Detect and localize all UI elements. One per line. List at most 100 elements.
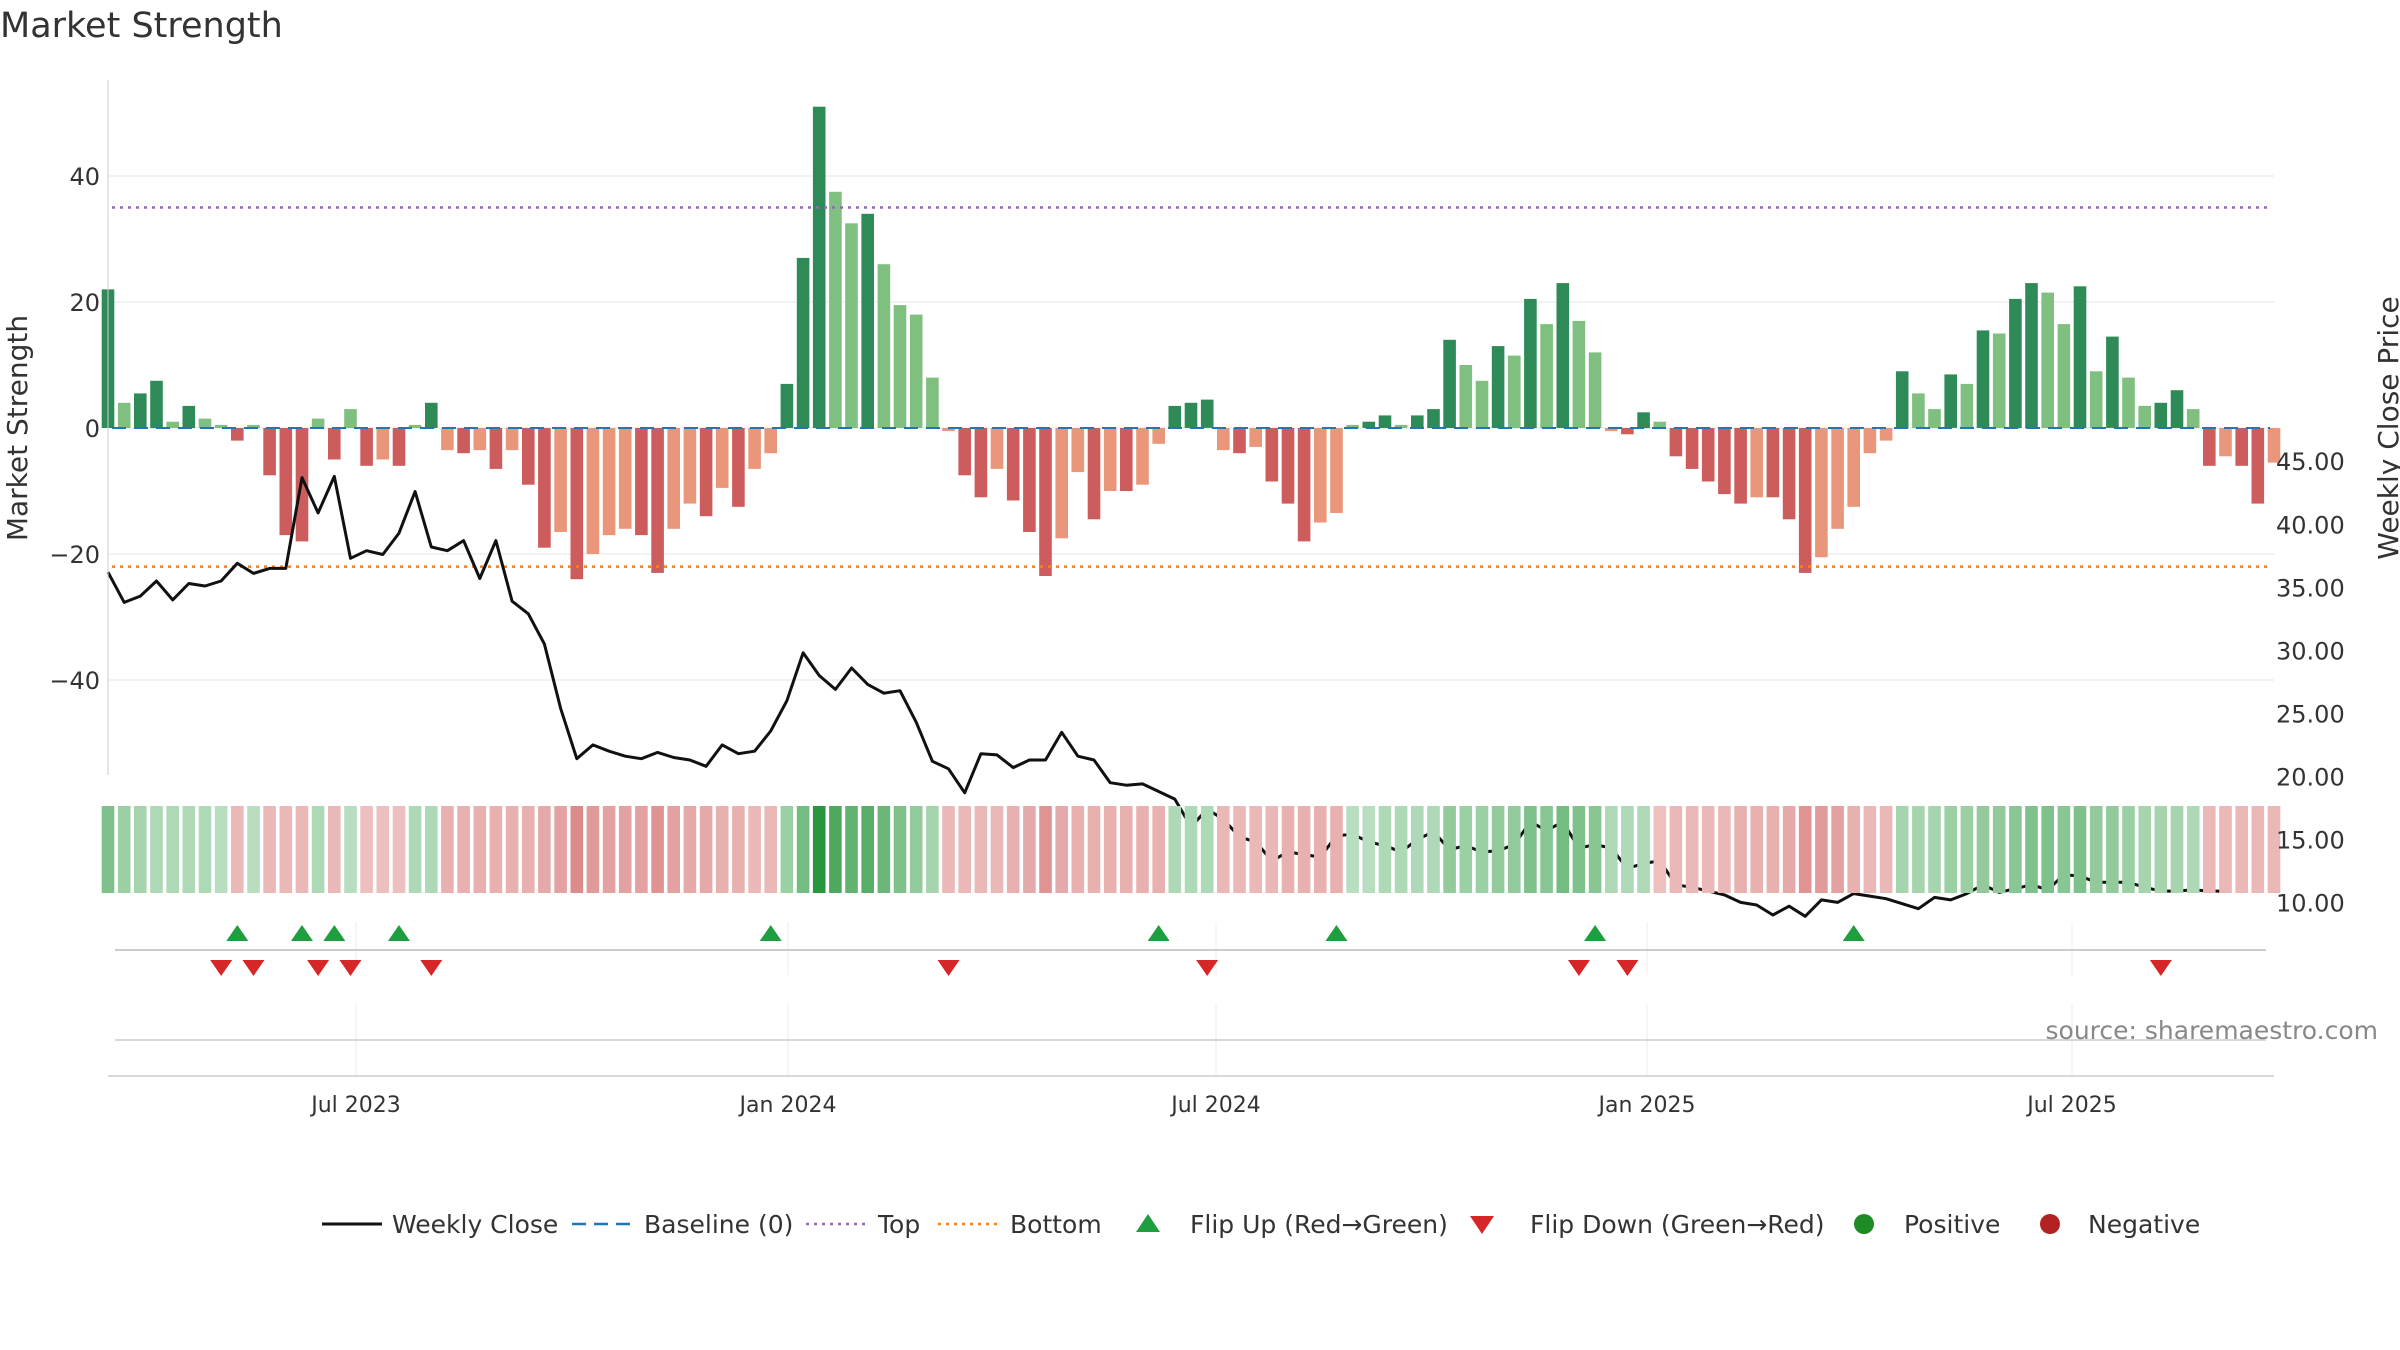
heat-cell	[344, 806, 357, 893]
flip-up-marker	[323, 925, 346, 941]
strength-bar	[441, 428, 454, 451]
strength-bar	[1879, 428, 1893, 441]
strength-bar	[2138, 405, 2151, 428]
heat-cell	[1879, 806, 1893, 893]
legend-label: Negative	[2088, 1210, 2200, 1239]
legend-label: Top	[877, 1210, 920, 1239]
heat-cell	[1750, 806, 1763, 893]
strength-bar	[1281, 428, 1295, 504]
y-axis-label: Market Strength	[1, 315, 34, 541]
heat-cell	[263, 806, 276, 893]
strength-bar	[1023, 428, 1036, 532]
heat-cell	[1152, 806, 1165, 893]
legend-swatch-flip-down	[1470, 1216, 1494, 1234]
strength-bar	[2170, 390, 2184, 428]
y2-tick-label: 35.00	[2276, 574, 2345, 602]
heat-cell	[1863, 806, 1877, 893]
heat-cell	[1508, 806, 1521, 893]
heat-cell	[101, 806, 115, 893]
flip-up-marker	[290, 925, 313, 941]
heat-cell	[295, 806, 309, 893]
reference-lines	[112, 206, 2270, 568]
heat-cell	[1233, 806, 1246, 893]
flip-down-marker	[420, 960, 443, 976]
heat-cell	[2073, 806, 2087, 893]
heat-cell	[489, 806, 503, 893]
strength-bar	[182, 405, 196, 428]
strength-bar	[1103, 428, 1117, 491]
heat-cell	[2122, 806, 2135, 893]
strength-bar	[1605, 428, 1618, 432]
heat-cell	[764, 806, 777, 893]
x-tick-label: Jul 2023	[309, 1093, 401, 1118]
heat-cell	[2170, 806, 2184, 893]
heat-cell	[2203, 806, 2216, 893]
strength-bar	[505, 428, 519, 451]
heat-cell	[683, 806, 697, 893]
heat-cell	[1346, 806, 1359, 893]
strength-bar	[1394, 424, 1408, 428]
heat-cell	[522, 806, 535, 893]
heat-cell	[505, 806, 519, 893]
heat-cell	[845, 806, 858, 893]
heat-cell	[441, 806, 454, 893]
heat-cell	[2235, 806, 2248, 893]
source-note: source: sharemaestro.com	[2046, 1016, 2379, 1045]
strength-bar	[1701, 428, 1715, 482]
strength-bar	[1928, 409, 1941, 428]
strength-bar	[263, 428, 276, 476]
heat-cell	[538, 806, 551, 893]
strength-bar	[1815, 428, 1828, 558]
heat-cell	[1895, 806, 1909, 893]
strength-bar	[1637, 412, 1650, 429]
axis-layer: 40 20 0 −20 −40 45.00 40.00 35.00 30.00 25.00 20.0…	[49, 80, 2345, 1118]
strength-bar	[651, 428, 664, 573]
strength-bar	[699, 428, 713, 517]
heat-cell	[1330, 806, 1343, 893]
strength-bar	[2089, 371, 2103, 428]
heat-cell	[425, 806, 438, 893]
heat-cell	[909, 806, 923, 893]
heat-cell	[554, 806, 567, 893]
heat-cell	[1411, 806, 1424, 893]
strength-bar	[2251, 428, 2265, 504]
heat-cell	[1605, 806, 1618, 893]
strength-bar	[893, 305, 907, 428]
heat-cell	[570, 806, 584, 893]
heat-cell	[117, 806, 131, 893]
strength-bar	[1685, 428, 1699, 469]
strength-bar	[2154, 402, 2168, 428]
strength-bar	[1540, 324, 1553, 429]
heat-cell	[1491, 806, 1505, 893]
heat-cell	[1394, 806, 1408, 893]
flip-up-marker	[1325, 925, 1348, 941]
legend: Weekly Close Baseline (0) Top Bottom Flip Up…	[322, 1210, 2200, 1239]
heat-cell	[732, 806, 745, 893]
flip-down-marker	[1616, 960, 1639, 976]
strength-bar	[1087, 428, 1101, 520]
strength-bar	[715, 428, 729, 488]
strength-bar	[586, 428, 600, 554]
strength-bar	[958, 428, 971, 476]
strength-bar	[1798, 428, 1812, 573]
heat-cell	[150, 806, 163, 893]
legend-label: Positive	[1904, 1210, 2000, 1239]
strength-bar	[1653, 421, 1667, 428]
strength-bar	[1508, 355, 1521, 429]
strength-bar	[231, 428, 244, 441]
heat-cell	[408, 806, 422, 893]
strength-bar	[1136, 428, 1149, 485]
strength-bar	[1976, 330, 1990, 428]
heat-cell	[1718, 806, 1731, 893]
strength-bar	[1750, 428, 1763, 498]
strength-bar	[812, 106, 826, 428]
strength-bar	[1863, 428, 1877, 454]
heat-cell	[1701, 806, 1715, 893]
y-tick-label: 0	[85, 415, 100, 443]
heat-cell	[1217, 806, 1230, 893]
y2-tick-label: 15.00	[2276, 826, 2345, 854]
y-tick-label: −40	[49, 667, 100, 695]
strength-bar	[425, 402, 438, 428]
strength-bar	[1055, 428, 1068, 539]
